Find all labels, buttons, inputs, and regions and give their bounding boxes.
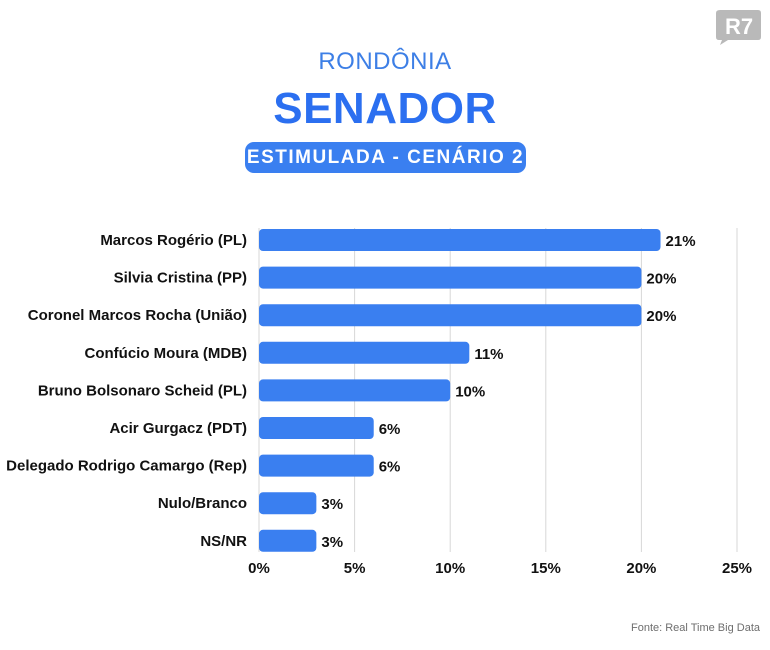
data-label: 6%	[379, 421, 401, 438]
source-note: Fonte: Real Time Big Data	[630, 622, 760, 634]
bar	[259, 304, 642, 327]
x-tick-label: 15%	[531, 560, 561, 577]
x-tick-label: 25%	[722, 560, 752, 577]
x-tick-label: 20%	[626, 560, 656, 577]
data-label: 3%	[321, 496, 343, 513]
scenario-label: ESTIMULADA - CENÁRIO 2	[246, 146, 525, 168]
category-label: NS/NR	[200, 533, 247, 550]
data-label: 20%	[646, 308, 676, 325]
data-label: 20%	[646, 271, 676, 288]
office-title: SENADOR	[273, 84, 497, 133]
bar	[259, 341, 470, 364]
state-title: RONDÔNIA	[318, 48, 452, 75]
data-label: 6%	[379, 459, 401, 476]
category-label: Nulo/Branco	[158, 495, 247, 512]
bar	[259, 492, 317, 515]
bar	[259, 454, 374, 477]
category-label: Acir Gurgacz (PDT)	[109, 420, 247, 437]
data-label: 11%	[474, 346, 503, 363]
category-label: Silvia Cristina (PP)	[114, 270, 247, 287]
bar	[259, 529, 317, 552]
r7-logo: R7	[716, 10, 761, 45]
bar	[259, 417, 374, 439]
bar	[259, 229, 661, 251]
x-tick-label: 10%	[435, 560, 465, 577]
data-label: 3%	[321, 534, 343, 551]
bar	[259, 266, 642, 289]
data-label: 21%	[666, 233, 696, 250]
bar	[259, 379, 451, 402]
category-label: Confúcio Moura (MDB)	[85, 345, 247, 362]
category-label: Marcos Rogério (PL)	[100, 232, 247, 249]
category-label: Bruno Bolsonaro Scheid (PL)	[38, 382, 247, 399]
x-tick-label: 0%	[248, 560, 270, 577]
data-label: 10%	[455, 383, 485, 400]
scenario-badge: ESTIMULADA - CENÁRIO 2	[245, 142, 526, 173]
category-label: Coronel Marcos Rocha (União)	[28, 307, 247, 324]
x-tick-label: 5%	[344, 560, 366, 577]
category-label: Delegado Rodrigo Camargo (Rep)	[6, 458, 247, 475]
logo-text: R7	[725, 14, 753, 39]
